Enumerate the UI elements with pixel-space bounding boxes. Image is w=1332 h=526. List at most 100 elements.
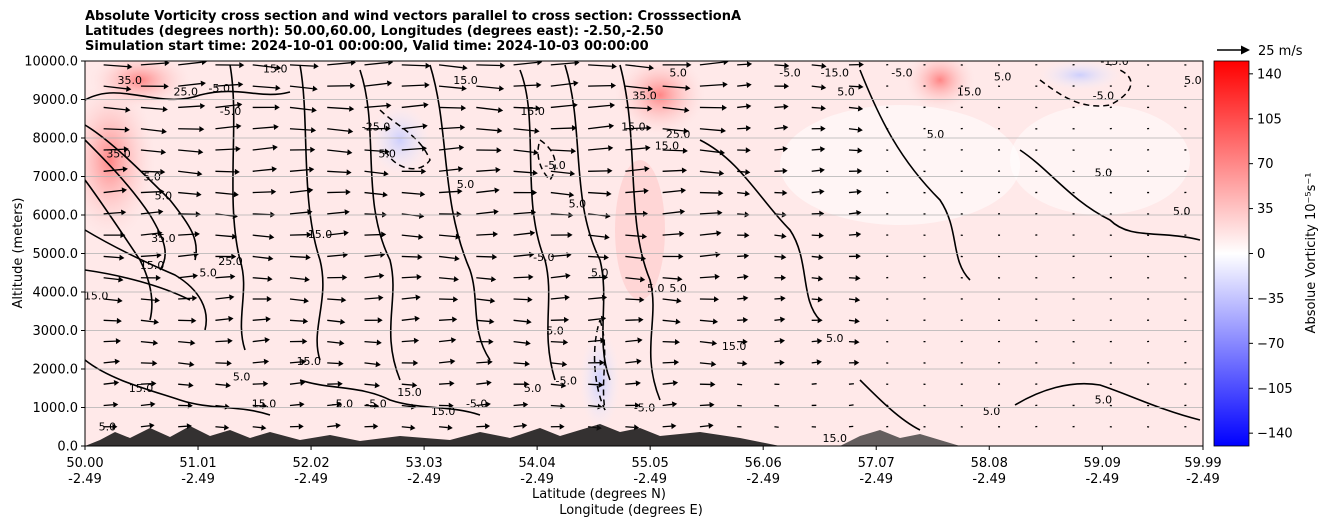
wind-vector — [103, 298, 118, 302]
wind-vector — [699, 362, 712, 365]
contour-label: 5.0 — [826, 332, 844, 345]
wind-vector — [699, 319, 714, 323]
wind-vector — [215, 318, 229, 321]
wind-vector-head — [745, 125, 752, 132]
x-tick-label-lon: -2.49 — [859, 472, 893, 487]
x-tick-label-lat: 53.03 — [405, 456, 442, 471]
wind-vector — [252, 361, 265, 364]
contour-label: 5.0 — [983, 405, 1001, 418]
wind-vector-head — [526, 318, 532, 325]
wind-vector-head — [681, 167, 688, 174]
wind-vector — [588, 339, 601, 343]
wind-vector-head — [817, 338, 823, 345]
wind-vector — [401, 125, 423, 130]
x-tick-label-lat: 55.05 — [632, 456, 669, 471]
wind-vector — [513, 340, 526, 344]
wind-vector — [327, 232, 344, 236]
wind-vector — [327, 254, 344, 258]
wind-vector — [289, 128, 312, 131]
contour-label: 5.0 — [378, 147, 396, 160]
wind-vector-head — [635, 402, 641, 409]
wind-vector-head — [711, 360, 717, 367]
wind-vector-head — [781, 254, 787, 260]
wind-vector — [662, 211, 681, 215]
wind-vector-head — [633, 424, 640, 431]
contour-label: 5.0 — [569, 197, 587, 210]
contour-label: 5.0 — [994, 70, 1012, 83]
wind-vector — [364, 254, 381, 258]
wind-vector-head — [425, 62, 431, 69]
wind-vector — [438, 147, 460, 151]
colorbar-tick-label: 105 — [1257, 112, 1282, 127]
wind-vector-head — [231, 253, 237, 260]
wind-vector-head — [637, 337, 643, 344]
wind-vector-head — [673, 359, 680, 366]
wind-vector — [588, 318, 602, 321]
y-tick-label: 9000.0 — [33, 93, 79, 108]
wind-vector-head — [635, 380, 641, 387]
quiver-key: 25 m/s — [1217, 44, 1303, 59]
wind-vector — [438, 426, 448, 429]
wind-vector-head — [784, 62, 790, 69]
wind-vector-head — [782, 146, 788, 153]
wind-vector — [625, 127, 647, 130]
wind-vector — [848, 233, 857, 236]
wind-vector — [476, 319, 490, 323]
wind-vector — [513, 84, 537, 87]
wind-vector-head — [488, 338, 494, 345]
wind-vector — [252, 85, 276, 89]
wind-vector-head — [646, 125, 652, 132]
wind-vector-head — [500, 62, 506, 69]
wind-vector-head — [492, 253, 498, 260]
wind-vector — [327, 106, 350, 110]
wind-vector-head — [454, 255, 460, 262]
x-tick-label-lon: -2.49 — [633, 472, 667, 487]
wind-vector-head — [723, 61, 729, 66]
wind-vector-head — [386, 80, 393, 87]
wind-vector — [737, 383, 743, 386]
wind-vector-head — [123, 146, 129, 153]
wind-vector — [662, 277, 678, 280]
wind-vector-head — [559, 423, 565, 430]
wind-vector-head — [537, 61, 543, 66]
wind-vector-head — [447, 424, 453, 431]
wind-vector-head — [745, 147, 751, 154]
wind-vector — [140, 340, 154, 344]
wind-vector — [774, 426, 779, 428]
wind-vector — [662, 233, 680, 236]
wind-vector-head — [416, 274, 422, 281]
wind-vector — [215, 296, 230, 300]
wind-vectors — [103, 61, 1187, 431]
wind-vector — [588, 104, 611, 109]
wind-vector — [662, 169, 683, 172]
wind-vector-head — [605, 212, 611, 219]
wind-vector — [737, 276, 744, 279]
wind-vector — [513, 128, 535, 132]
wind-vector — [215, 383, 227, 386]
wind-vector-head — [412, 382, 418, 389]
wind-vector — [513, 149, 534, 154]
colorbar: 140 105 70 35 0 −35 −70 −105 −140 Absolue Vortic… — [1213, 60, 1319, 447]
wind-vector-head — [686, 61, 692, 68]
colorbar-label: Absolue Vorticity 10⁻⁵s⁻¹ — [1304, 173, 1319, 334]
wind-vector-head — [382, 191, 388, 198]
wind-vector-head — [527, 296, 533, 303]
wind-vector — [252, 64, 277, 69]
wind-vector — [327, 62, 352, 66]
wind-vector — [140, 62, 165, 66]
wind-vector — [588, 297, 603, 300]
wind-vector — [699, 232, 717, 236]
contour-label: 5.0 — [927, 128, 945, 141]
wind-vector-head — [779, 338, 786, 344]
wind-vector — [364, 275, 380, 279]
wind-vector — [699, 404, 710, 407]
x-tick-label-lat: 51.01 — [179, 456, 216, 471]
wind-vector-head — [424, 82, 430, 89]
wind-vector — [737, 105, 747, 109]
wind-vector — [662, 425, 672, 428]
wind-vector — [103, 404, 114, 407]
wind-vector — [476, 85, 500, 89]
wind-vector-head — [485, 401, 491, 408]
wind-vector-head — [198, 148, 204, 155]
wind-vector-head — [188, 382, 194, 389]
